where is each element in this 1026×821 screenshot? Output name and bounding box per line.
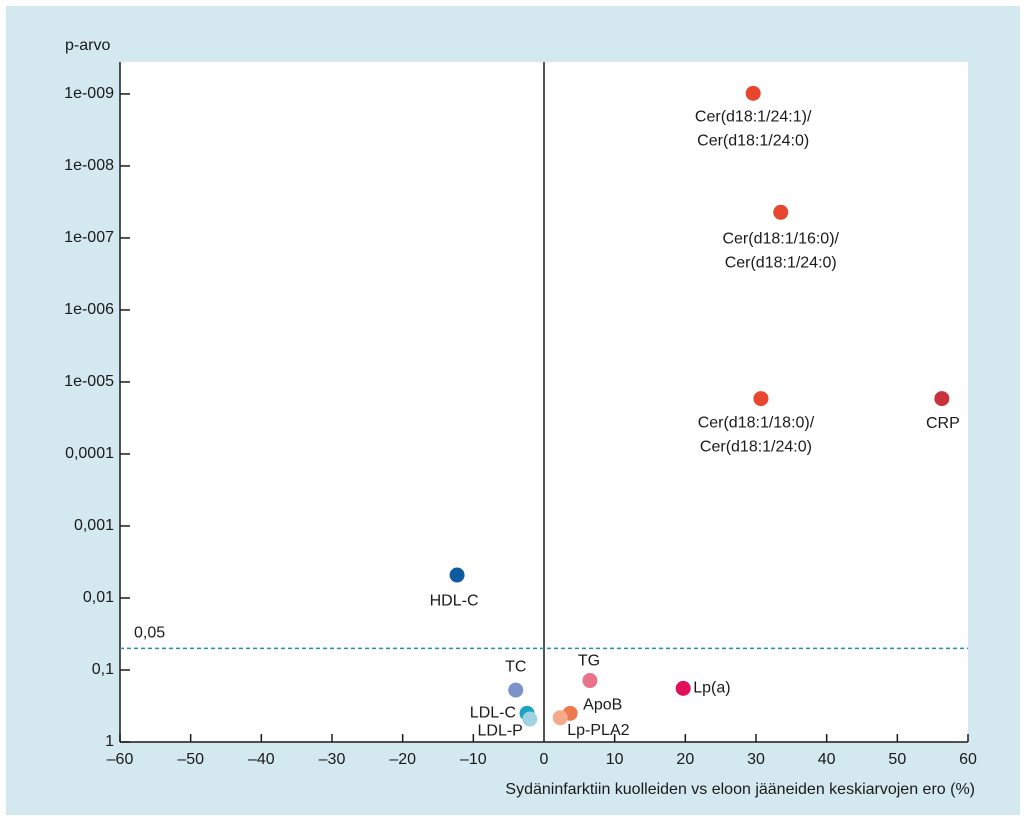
data-point: [675, 680, 691, 696]
y-tick-label: 0,001: [74, 517, 114, 534]
y-tick-label: 1e-008: [64, 157, 114, 174]
data-point: [773, 204, 789, 220]
y-tick-label: 1e-005: [64, 373, 114, 390]
data-point: [934, 391, 950, 407]
data-point: [582, 673, 598, 689]
point-label: TG: [578, 653, 600, 670]
x-tick-label: 50: [888, 751, 906, 768]
point-label: Lp-PLA2: [567, 722, 629, 739]
x-tick-label: –50: [177, 751, 204, 768]
data-point: [508, 682, 524, 698]
point-label: HDL-C: [430, 592, 479, 609]
point-label: Cer(d18:1/16:0)/Cer(d18:1/24:0): [722, 231, 839, 272]
point-label: LDL-P: [478, 722, 523, 739]
y-tick-label: 0,1: [92, 661, 114, 678]
threshold-label: 0,05: [134, 625, 165, 642]
x-tick-label: –40: [248, 751, 275, 768]
x-tick-label: –60: [107, 751, 134, 768]
data-point: [745, 85, 761, 101]
point-label: Cer(d18:1/24:1)/Cer(d18:1/24:0): [695, 109, 812, 150]
y-tick-label: 0,0001: [65, 445, 114, 462]
x-tick-label: 10: [606, 751, 624, 768]
point-label: Lp(a): [693, 680, 730, 697]
y-tick-label: 1e-007: [64, 229, 114, 246]
data-point: [449, 567, 465, 583]
data-point: [753, 391, 769, 407]
x-tick-label: –30: [319, 751, 346, 768]
x-tick-label: 0: [540, 751, 549, 768]
x-tick-label: 20: [676, 751, 694, 768]
x-tick-label: –20: [389, 751, 416, 768]
x-tick-label: 60: [959, 751, 977, 768]
x-tick-label: –10: [460, 751, 487, 768]
y-tick-label: 0,01: [83, 589, 114, 606]
point-label: LDL-C: [470, 705, 516, 722]
data-point: [522, 711, 538, 727]
point-label: Cer(d18:1/18:0)/Cer(d18:1/24:0): [698, 415, 815, 456]
y-tick-label: 1: [105, 733, 114, 750]
point-label: ApoB: [583, 697, 622, 714]
point-label: TC: [505, 658, 526, 675]
y-axis-title: p-arvo: [65, 37, 110, 54]
x-axis-title: Sydäninfarktiin kuolleiden vs eloon jään…: [505, 781, 975, 798]
y-tick-label: 1e-009: [64, 85, 114, 102]
point-label: CRP: [926, 415, 960, 432]
y-tick-label: 1e-006: [64, 301, 114, 318]
x-tick-label: 30: [747, 751, 765, 768]
data-point: [552, 710, 568, 726]
x-tick-label: 40: [818, 751, 836, 768]
